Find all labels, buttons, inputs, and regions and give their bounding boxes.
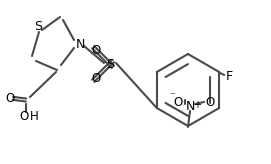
Text: O: O — [91, 43, 101, 57]
Text: S: S — [34, 20, 42, 32]
Text: S: S — [106, 58, 114, 71]
Text: O: O — [173, 95, 183, 109]
Text: N: N — [75, 38, 85, 51]
Text: O: O — [91, 72, 101, 84]
Text: +: + — [193, 100, 201, 110]
Text: F: F — [226, 71, 233, 83]
Text: O: O — [5, 92, 15, 104]
Text: N: N — [185, 100, 195, 113]
Text: O: O — [205, 95, 215, 109]
Text: O: O — [19, 110, 29, 123]
Text: H: H — [30, 111, 38, 123]
Text: ⁻: ⁻ — [169, 91, 175, 101]
